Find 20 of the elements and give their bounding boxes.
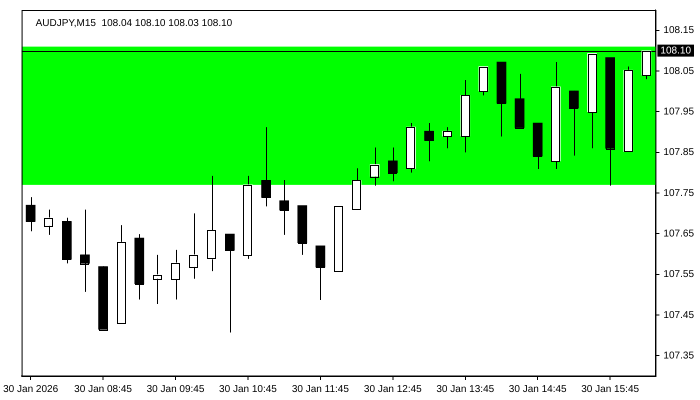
x-tick-label: 30 Jan 09:45 [146, 384, 205, 395]
y-tick-label: 107.35 [663, 350, 694, 362]
y-tick-label: 107.65 [663, 228, 694, 240]
x-tick-label: 30 Jan 2026 [3, 384, 59, 395]
y-tick-label: 107.75 [663, 188, 694, 199]
y-tick-label: 107.55 [663, 269, 694, 280]
ref-line-label: 108.10 [660, 45, 692, 56]
text: AUDJPY,M15 108.04 108.10 108.03 108.10 [36, 18, 233, 29]
x-tick-label: 30 Jan 10:45 [219, 384, 278, 395]
x-tick-label: 30 Jan 08:45 [74, 384, 132, 395]
x-tick-label: 30 Jan 13:45 [436, 384, 495, 395]
x-tick-label: 30 Jan 14:45 [508, 384, 568, 395]
x-tick-label: 30 Jan 15:45 [581, 384, 640, 395]
y-tick-label: 107.95 [663, 106, 694, 118]
x-tick-label: 30 Jan 12:45 [364, 384, 422, 395]
x-tick-label: 30 Jan 11:45 [292, 384, 350, 395]
y-tick-label: 108.05 [663, 66, 694, 77]
y-tick-label: 107.45 [663, 310, 694, 321]
y-tick-label: 108.15 [663, 25, 694, 36]
y-tick-label: 107.85 [663, 147, 694, 158]
